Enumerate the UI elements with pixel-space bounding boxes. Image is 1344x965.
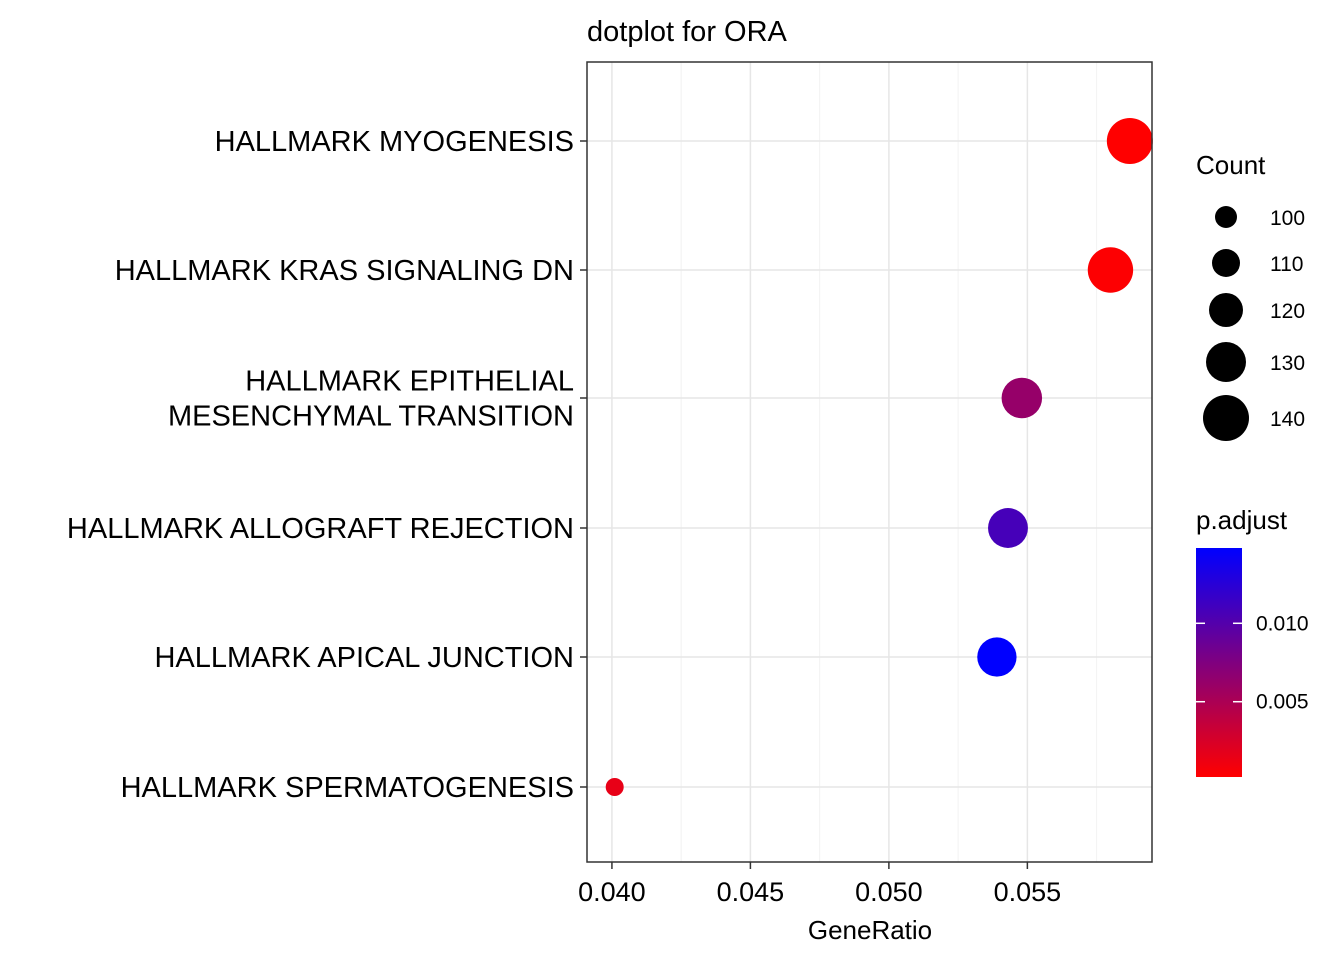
- x-axis: 0.040 0.045 0.050 0.055: [578, 862, 1061, 907]
- count-legend-key: [1206, 342, 1246, 382]
- count-legend-key: [1203, 395, 1249, 441]
- data-point: [605, 778, 624, 796]
- count-legend-key: [1215, 206, 1237, 228]
- count-legend-label: 130: [1270, 352, 1305, 375]
- count-legend-label: 110: [1270, 253, 1303, 276]
- y-tick-label: HALLMARK ALLOGRAFT REJECTION: [67, 513, 574, 545]
- y-axis: HALLMARK MYOGENESIS HALLMARK KRAS SIGNALI…: [67, 126, 587, 804]
- data-point: [1087, 247, 1134, 293]
- y-tick-label: HALLMARK EPITHELIAL: [245, 366, 574, 398]
- data-point: [977, 637, 1017, 677]
- count-legend-label: 120: [1270, 300, 1305, 323]
- chart-title: dotplot for ORA: [587, 16, 788, 48]
- colorbar-label: 0.005: [1256, 691, 1309, 714]
- panel-border: [586, 61, 1153, 863]
- y-tick-label: HALLMARK MYOGENESIS: [215, 126, 574, 158]
- data-point: [1001, 377, 1043, 419]
- p-adjust-legend: p.adjust 0.010 0.005: [1196, 505, 1309, 777]
- count-legend-key: [1209, 293, 1243, 327]
- data-point: [988, 508, 1028, 548]
- p-adjust-legend-title: p.adjust: [1196, 505, 1288, 535]
- x-tick-label: 0.045: [717, 877, 785, 907]
- count-legend-key: [1212, 249, 1240, 277]
- x-tick-label: 0.050: [855, 877, 923, 907]
- x-tick-label: 0.055: [994, 877, 1062, 907]
- count-legend-label: 140: [1270, 408, 1305, 431]
- y-tick-label: MESENCHYMAL TRANSITION: [168, 401, 574, 433]
- x-axis-label: GeneRatio: [808, 915, 932, 945]
- colorbar-label: 0.010: [1256, 612, 1309, 635]
- data-point: [1106, 118, 1153, 164]
- count-legend: Count 100 110 120 130 140: [1196, 150, 1305, 441]
- plot-panel: [586, 61, 1153, 863]
- y-tick-label: HALLMARK KRAS SIGNALING DN: [115, 255, 574, 287]
- p-adjust-colorbar: [1196, 548, 1242, 777]
- count-legend-title: Count: [1196, 150, 1266, 180]
- y-tick-label: HALLMARK APICAL JUNCTION: [154, 642, 574, 674]
- count-legend-label: 100: [1270, 207, 1305, 230]
- panel-background: [587, 62, 1152, 862]
- y-tick-label: HALLMARK SPERMATOGENESIS: [121, 772, 574, 804]
- x-tick-label: 0.040: [578, 877, 646, 907]
